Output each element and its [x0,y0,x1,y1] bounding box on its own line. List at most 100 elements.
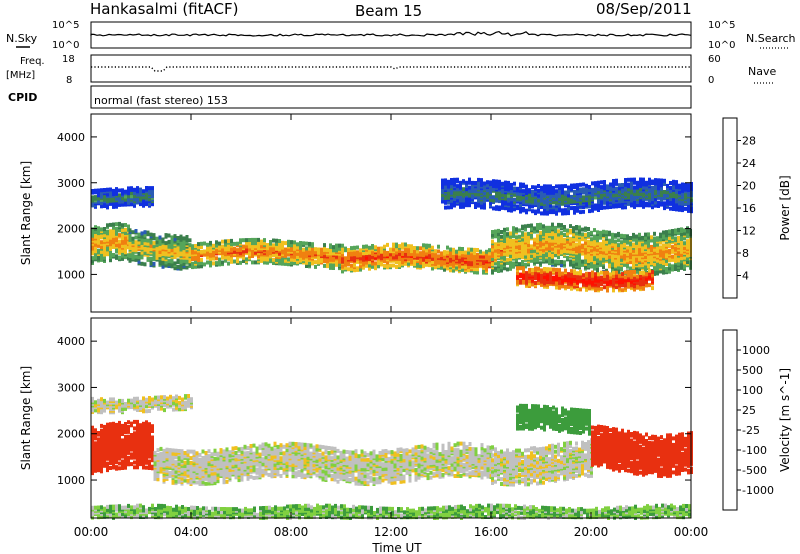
range-gate-cell [630,274,633,279]
range-gate-cell [284,241,287,246]
range-gate-cell [578,260,581,265]
range-gate-cell [290,243,293,248]
range-gate-cell [588,278,591,283]
range-gate-cell [410,258,413,263]
range-gate-cell [489,198,492,203]
range-gate-cell [127,189,130,194]
range-gate-cell [305,264,308,268]
range-gate-cell [551,253,554,258]
range-gate-cell [185,265,189,270]
range-gate-cell [483,181,486,186]
range-gate-cell [554,253,557,258]
range-gate-cell [278,239,281,243]
range-gate-cell [127,434,130,439]
range-gate-cell [121,199,124,204]
range-gate-cell [504,199,507,204]
range-gate-cell [434,262,437,266]
range-gate-cell [173,247,177,251]
beam-title: Beam 15 [355,2,422,20]
range-gate-cell [380,260,383,265]
range-gate-cell [515,257,518,262]
range-gate-cell [501,199,504,204]
freq-tick-high: 18 [62,54,75,65]
range-gate-cell [591,270,594,275]
range-gate-cell [155,239,159,244]
range-gate-cell [624,275,627,280]
range-gate-cell [419,251,422,256]
range-gate-cell [566,249,569,254]
range-gate-cell [106,461,109,466]
range-gate-cell [569,241,572,246]
range-gate-cell [494,245,497,250]
range-gate-cell [115,191,118,196]
range-gate-cell [524,227,527,232]
range-gate-cell [603,199,606,204]
range-gate-cell [558,190,561,195]
range-gate-cell [124,235,127,240]
range-gate-cell [170,235,174,240]
range-gate-cell [503,261,506,266]
range-gate-cell [527,252,530,257]
range-gate-cell [269,254,272,259]
range-gate-cell [672,197,675,202]
range-gate-cell [197,261,200,266]
range-gate-cell [317,250,320,255]
range-gate-cell [130,462,133,467]
range-gate-cell [573,199,576,204]
range-gate-cell [458,262,461,267]
range-gate-cell [593,228,596,233]
range-gate-cell [100,233,103,238]
range-gate-cell [533,242,536,247]
range-gate-cell [624,181,627,186]
range-gate-cell [558,268,561,273]
range-gate-cell [413,246,416,250]
range-gate-cell [671,264,674,269]
range-gate-cell [593,265,596,269]
range-gate-cell [275,238,278,243]
range-gate-cell [118,221,121,226]
range-gate-cell [600,282,603,286]
range-gate-cell [106,426,109,430]
range-gate-cell [561,193,564,198]
range-gate-cell [659,232,662,237]
range-gate-cell [124,194,127,199]
range-gate-cell [684,182,687,187]
range-gate-cell [593,239,596,244]
range-gate-cell [359,264,362,269]
y-tick-label: 3000 [57,177,85,190]
range-gate-cell [449,268,452,273]
range-gate-cell [109,222,112,227]
range-gate-cell [112,243,115,248]
range-gate-cell [669,189,672,194]
range-gate-cell [516,274,519,279]
range-gate-cell [242,238,245,243]
range-gate-cell [133,437,136,442]
range-gate-cell [638,255,641,260]
range-gate-cell [447,187,450,192]
range-gate-cell [350,263,353,268]
range-gate-cell [659,259,662,264]
range-gate-cell [227,256,230,261]
range-gate-cell [599,254,602,259]
range-gate-cell [678,199,681,204]
range-gate-cell [525,184,528,189]
range-gate-cell [539,261,542,266]
range-gate-cell [537,204,540,209]
range-gate-cell [462,204,465,209]
range-gate-cell [662,269,665,273]
range-gate-cell [383,249,386,254]
range-gate-cell [515,227,518,232]
range-gate-cell [452,254,455,259]
range-gate-cell [503,231,506,235]
range-gate-cell [323,254,326,259]
range-gate-cell [591,192,594,197]
range-gate-cell [471,184,474,189]
range-gate-cell [185,260,189,265]
range-gate-cell [149,232,153,237]
range-gate-cell [594,286,597,291]
range-gate-cell [612,204,615,209]
range-gate-cell [564,268,567,273]
range-gate-cell [581,259,584,264]
range-gate-cell [654,197,657,202]
range-gate-cell [629,260,632,265]
